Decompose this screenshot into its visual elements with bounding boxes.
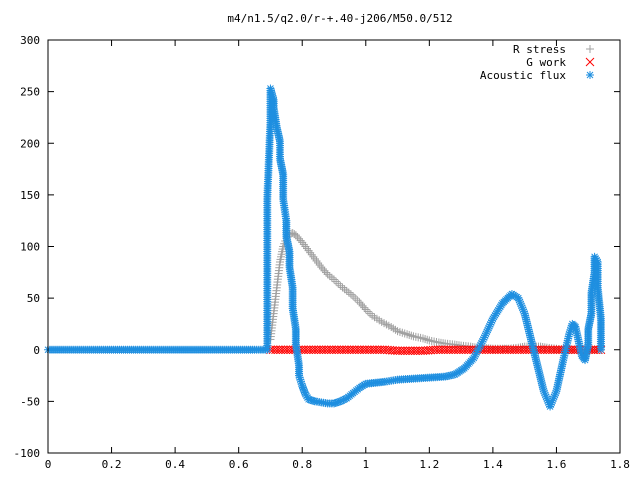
- data-point: [304, 246, 313, 255]
- data-point: [332, 277, 341, 286]
- data-point: [295, 234, 304, 243]
- data-point: [421, 335, 430, 344]
- data-point: [306, 248, 315, 257]
- data-point: [310, 254, 319, 263]
- x-tick-label: 0.4: [165, 458, 185, 471]
- data-point: [318, 264, 327, 273]
- data-point: [323, 270, 332, 279]
- x-tick-label: 0.8: [292, 458, 312, 471]
- chart-title: m4/n1.5/q2.0/r-+.40-j206/M50.0/512: [227, 12, 452, 25]
- data-point: [322, 268, 331, 277]
- data-point: [361, 305, 370, 314]
- x-tick-label: 1: [362, 458, 369, 471]
- data-point: [351, 294, 360, 303]
- data-point: [391, 325, 400, 334]
- data-point: [334, 279, 343, 288]
- data-point: [325, 272, 334, 281]
- x-tick-label: 0.2: [102, 458, 122, 471]
- y-tick-label: 100: [20, 241, 40, 254]
- data-point: [353, 296, 362, 305]
- data-point: [315, 261, 324, 270]
- y-tick-label: 150: [20, 189, 40, 202]
- y-tick-label: 200: [20, 137, 40, 150]
- legend-marker: [586, 71, 594, 79]
- data-point: [291, 231, 300, 240]
- x-tick-label: 1.8: [610, 458, 630, 471]
- data-point: [363, 307, 372, 316]
- x-tick-label: 1.2: [419, 458, 439, 471]
- data-point: [344, 288, 353, 297]
- legend-label: R stress: [513, 43, 566, 56]
- data-point: [317, 263, 326, 272]
- data-point: [340, 285, 349, 294]
- y-tick-label: -50: [20, 395, 40, 408]
- series-acoustic-flux: [44, 84, 605, 411]
- y-tick-label: 0: [33, 344, 40, 357]
- data-point: [302, 244, 311, 253]
- data-point: [327, 273, 336, 282]
- data-point: [349, 292, 358, 301]
- x-tick-label: 1.6: [547, 458, 567, 471]
- plot-frame: [47, 39, 621, 454]
- axis-ticks: 0 0.2 0.4 0.6 0.8 1 1.2 1.4 1.6 1.8 -100 -50 0 50 100 1…: [14, 34, 630, 471]
- data-point: [405, 330, 414, 339]
- data-point: [403, 330, 412, 339]
- legend-marker: [585, 57, 595, 67]
- data-point: [309, 252, 318, 261]
- y-tick-label: 50: [27, 292, 40, 305]
- data-point: [320, 266, 329, 275]
- y-tick-label: 250: [20, 86, 40, 99]
- data-point: [360, 303, 369, 312]
- data-point: [296, 236, 305, 245]
- data-point: [342, 286, 351, 295]
- data-point: [312, 256, 321, 265]
- y-tick-label: -100: [14, 447, 41, 460]
- data-point: [366, 309, 375, 318]
- data-point: [418, 334, 427, 343]
- data-point: [330, 275, 338, 284]
- data-point: [314, 259, 323, 268]
- data-point: [596, 345, 605, 354]
- data-point: [336, 281, 345, 290]
- data-point: [423, 335, 432, 344]
- data-point: [407, 331, 416, 340]
- y-tick-label: 300: [20, 34, 40, 47]
- data-point: [293, 232, 302, 241]
- data-point: [358, 301, 367, 310]
- legend-marker: [586, 45, 594, 53]
- x-tick-label: 0: [45, 458, 52, 471]
- data-point: [299, 240, 308, 249]
- legend-label: Acoustic flux: [480, 69, 566, 82]
- data-point: [357, 300, 366, 309]
- legend-label: G work: [526, 56, 566, 69]
- data-point: [387, 323, 396, 332]
- data-point: [338, 283, 347, 292]
- x-tick-label: 0.6: [229, 458, 249, 471]
- data-point: [288, 229, 297, 238]
- data-point: [389, 324, 398, 333]
- data-layer: [44, 84, 606, 411]
- series-r-stress: [266, 229, 605, 354]
- data-point: [307, 250, 316, 259]
- data-point: [298, 238, 307, 247]
- x-tick-label: 1.4: [483, 458, 503, 471]
- data-point: [301, 242, 310, 251]
- data-point: [355, 298, 364, 307]
- data-point: [346, 290, 355, 299]
